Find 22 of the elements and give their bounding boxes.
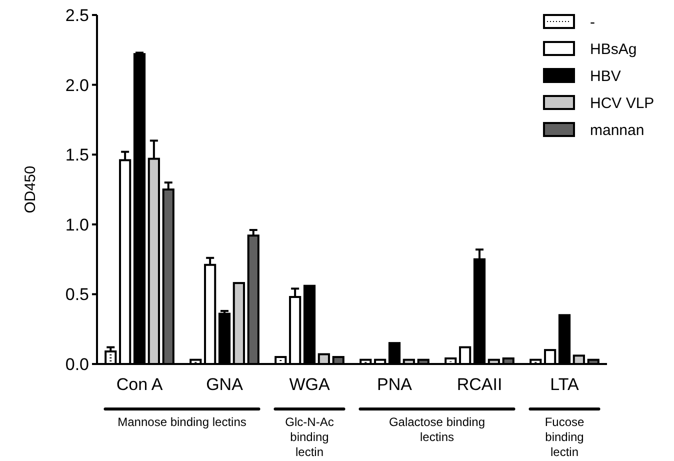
- y-axis-title: OD450: [22, 166, 39, 214]
- legend-label: HBsAg: [590, 40, 637, 58]
- y-tick-label: 2.5: [65, 6, 89, 25]
- legend-label: HBV: [590, 68, 621, 85]
- x-tick-label: WGA: [289, 375, 330, 394]
- text: Fucose binding lectin: [544, 415, 584, 459]
- legend-label: HCV VLP: [590, 94, 654, 112]
- text: Mannose binding lectins: [118, 415, 246, 429]
- y-tick-label: 0.5: [65, 285, 89, 304]
- text: Glc-N-Ac binding lectin: [285, 415, 334, 459]
- legend-label: -: [590, 14, 595, 31]
- x-tick-label: RCAII: [456, 375, 502, 394]
- y-tick-label: 1.5: [65, 146, 89, 165]
- y-tick-label: 0.0: [65, 354, 89, 374]
- y-tick-label: 1.0: [65, 215, 89, 234]
- x-tick-label: LTA: [550, 375, 580, 394]
- x-tick-label: GNA: [206, 375, 244, 394]
- x-tick-label: Con A: [116, 375, 164, 394]
- y-tick-label: 2.0: [65, 76, 89, 95]
- text: Galactose binding lectins: [388, 415, 486, 444]
- legend-label: mannan: [590, 122, 644, 139]
- x-tick-label: PNA: [377, 375, 413, 394]
